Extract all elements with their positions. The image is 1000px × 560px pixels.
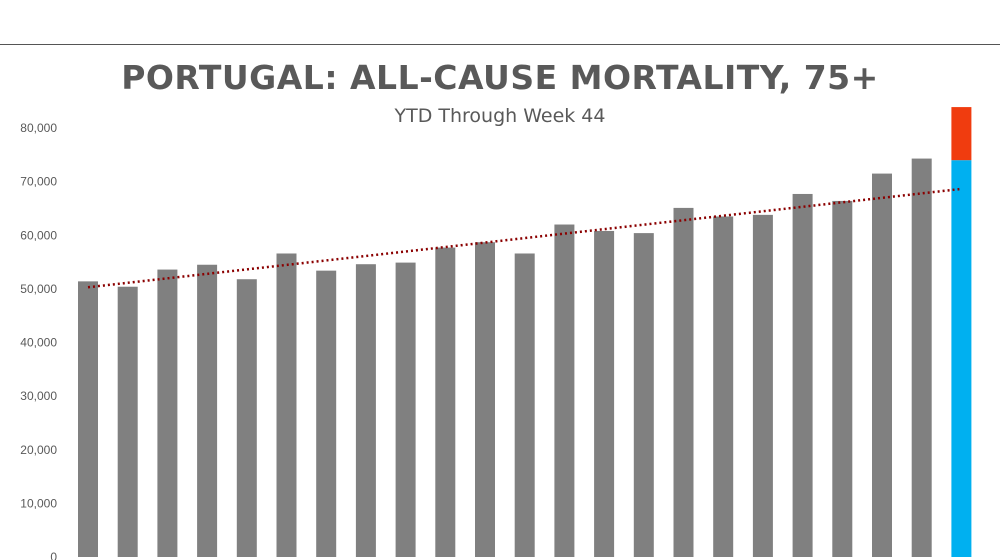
bar bbox=[236, 279, 257, 557]
y-tick-label: 40,000 bbox=[20, 336, 57, 350]
y-tick-label: 10,000 bbox=[20, 496, 57, 510]
bar bbox=[633, 233, 654, 558]
y-tick-label: 80,000 bbox=[20, 121, 57, 135]
bar bbox=[117, 286, 138, 557]
top-divider bbox=[0, 44, 1000, 45]
bar bbox=[197, 264, 218, 557]
trendline bbox=[87, 187, 960, 289]
bar bbox=[157, 269, 178, 557]
bar bbox=[554, 224, 575, 557]
chart-subtitle: YTD Through Week 44 bbox=[394, 105, 606, 127]
bar bbox=[832, 200, 853, 557]
y-tick-label: 60,000 bbox=[20, 228, 57, 242]
bar bbox=[276, 253, 297, 558]
chart-title: PORTUGAL: ALL-CAUSE MORTALITY, 75+ bbox=[121, 58, 879, 97]
bar bbox=[514, 253, 535, 558]
bar bbox=[435, 247, 456, 558]
bar bbox=[713, 216, 734, 557]
bar bbox=[911, 158, 932, 557]
bar-current-year-excess bbox=[951, 107, 972, 161]
bar-current-year-base bbox=[951, 160, 972, 558]
bar bbox=[872, 173, 892, 558]
y-tick-label: 20,000 bbox=[20, 443, 57, 457]
bar bbox=[752, 214, 773, 557]
bar bbox=[475, 242, 495, 557]
y-tick-label: 0 bbox=[50, 550, 57, 560]
bar bbox=[792, 193, 813, 558]
bar bbox=[355, 264, 376, 557]
y-tick-label: 50,000 bbox=[20, 282, 57, 296]
bar bbox=[395, 262, 416, 557]
bar bbox=[316, 270, 337, 557]
bar bbox=[594, 230, 615, 557]
y-tick-label: 30,000 bbox=[20, 389, 57, 403]
y-tick-label: 70,000 bbox=[20, 175, 57, 189]
bar bbox=[673, 207, 694, 557]
bar bbox=[78, 281, 98, 557]
